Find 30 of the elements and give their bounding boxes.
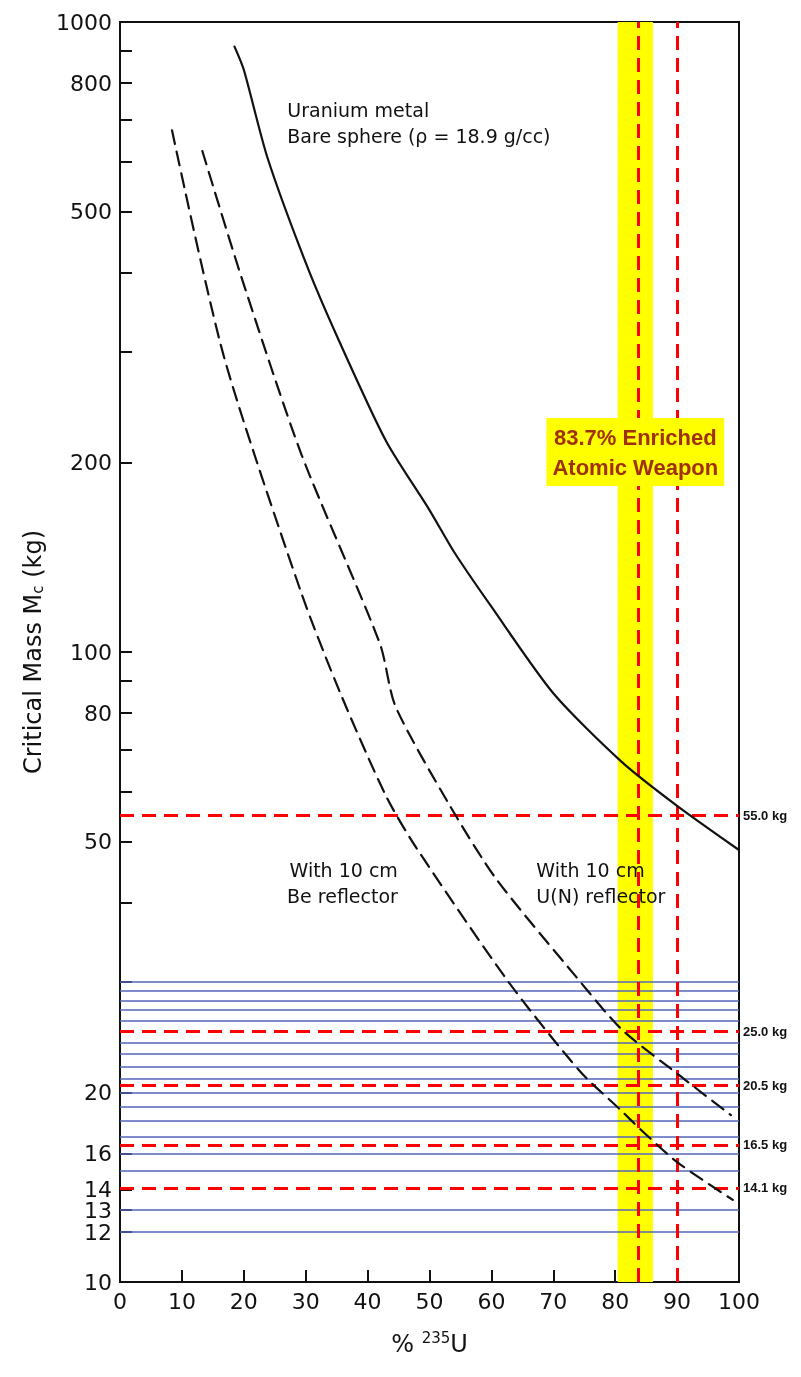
x-tick-label: 100 bbox=[718, 1288, 760, 1314]
ref-line-label: 20.5 kg bbox=[743, 1078, 788, 1094]
x-tick-label: 50 bbox=[415, 1288, 444, 1314]
band-label: 83.7% Enriched Atomic Weapon bbox=[552, 424, 719, 480]
ref-line-label: 55.0 kg bbox=[743, 808, 788, 824]
x-tick-label: 60 bbox=[477, 1288, 506, 1314]
annotation: Uranium metal Bare sphere (ρ = 18.9 g/cc) bbox=[287, 99, 551, 148]
x-tick-label: 30 bbox=[291, 1288, 320, 1314]
y-tick-label: 800 bbox=[70, 70, 112, 96]
x-tick-label: 70 bbox=[539, 1288, 568, 1314]
y-tick-label: 100 bbox=[70, 639, 112, 665]
y-tick-label: 80 bbox=[84, 700, 112, 726]
ref-line-label: 25.0 kg bbox=[743, 1023, 788, 1039]
x-tick-label: 80 bbox=[601, 1288, 630, 1314]
x-tick-label: 40 bbox=[353, 1288, 382, 1314]
x-tick-label: 10 bbox=[167, 1288, 196, 1314]
y-tick-label: 20 bbox=[84, 1079, 112, 1105]
y-tick-label: 500 bbox=[70, 199, 112, 225]
x-tick-label: 90 bbox=[663, 1288, 692, 1314]
x-tick-label: 0 bbox=[113, 1288, 127, 1314]
annotation: With 10 cm Be reflector bbox=[287, 859, 399, 908]
y-tick-label: 16 bbox=[84, 1140, 112, 1166]
y-tick-label: 10 bbox=[84, 1269, 112, 1295]
y-tick-label: 1000 bbox=[56, 9, 112, 35]
ref-line-label: 14.1 kg bbox=[743, 1180, 788, 1196]
y-axis-title: Critical Mass Mc (kg) bbox=[18, 529, 47, 775]
ref-line-label: 16.5 kg bbox=[743, 1137, 788, 1153]
y-tick-label: 200 bbox=[70, 449, 112, 475]
x-tick-label: 20 bbox=[229, 1288, 258, 1314]
y-tick-label: 50 bbox=[84, 829, 112, 855]
